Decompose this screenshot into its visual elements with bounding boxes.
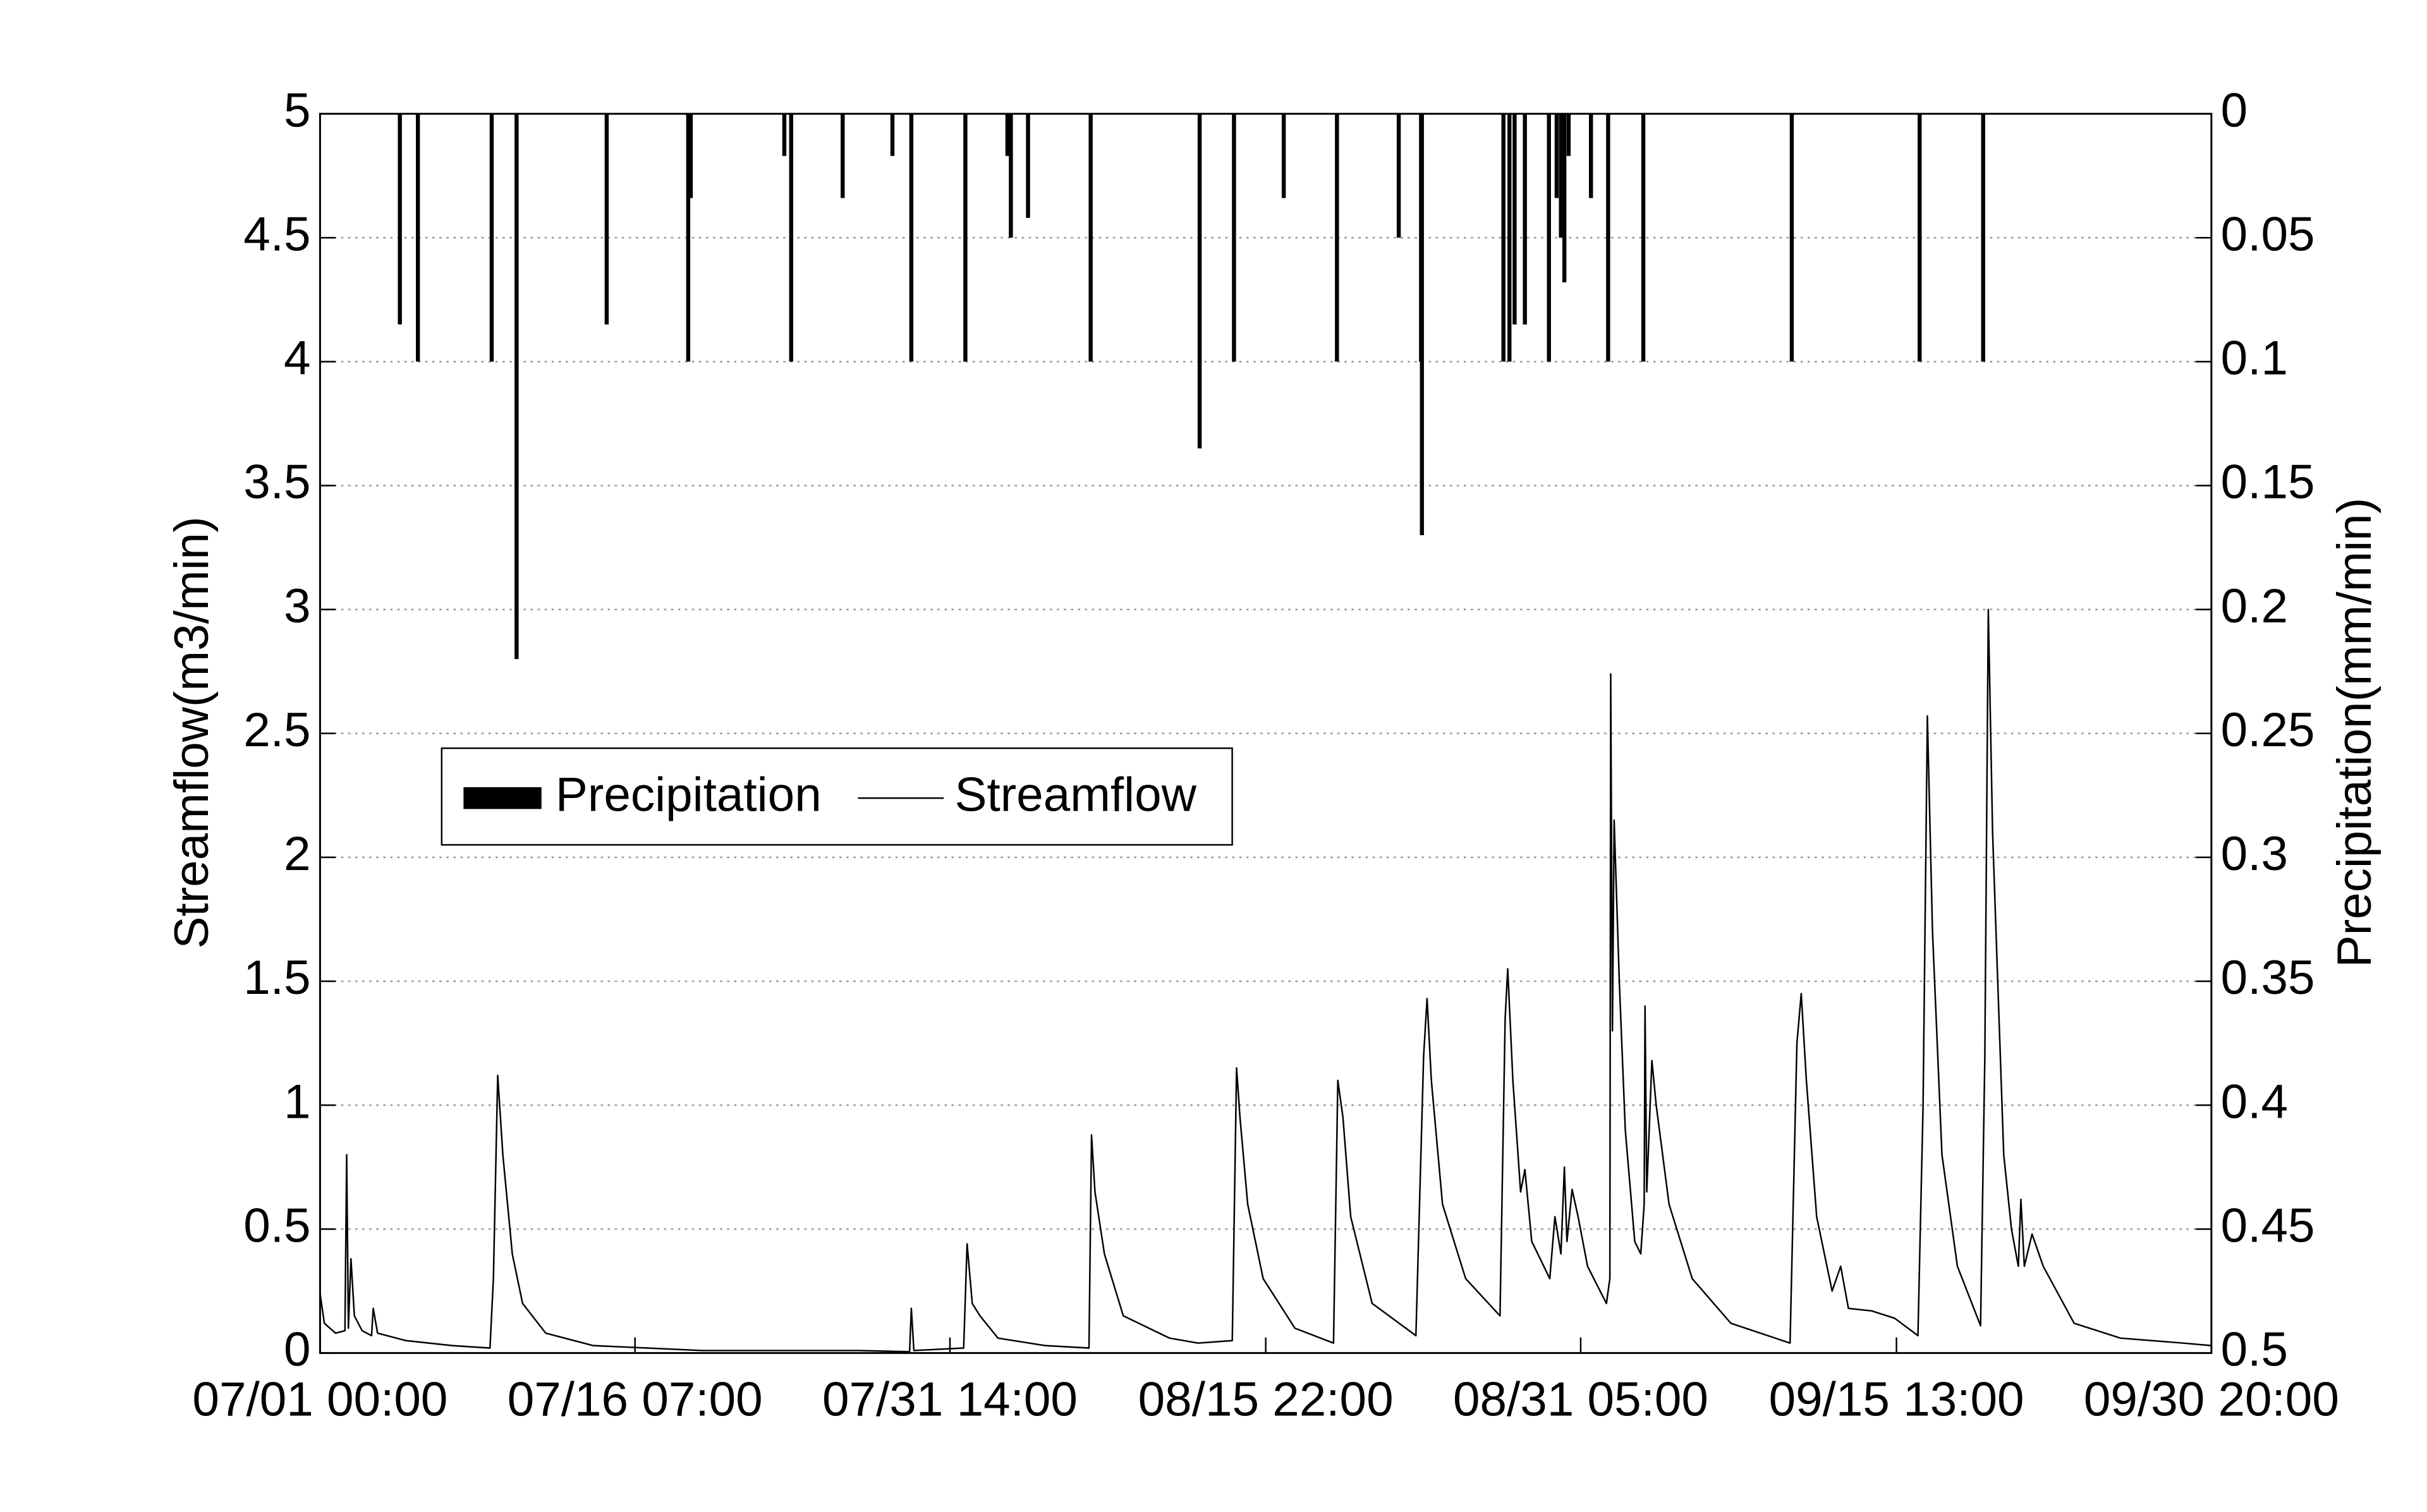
y2-tick-label: 0.3 xyxy=(2221,827,2288,881)
precipitation-bar xyxy=(841,114,845,198)
precipitation-bar xyxy=(1501,114,1505,362)
precipitation-bar xyxy=(1512,114,1517,325)
precipitation-bar xyxy=(398,114,402,325)
y2-tick-label: 0.35 xyxy=(2221,951,2315,1005)
precipitation-bar xyxy=(963,114,968,362)
x-tick-label: 08/31 05:00 xyxy=(1453,1373,1708,1427)
precipitation-bar xyxy=(1281,114,1286,198)
precipitation-bar xyxy=(1562,114,1567,282)
y2-tick-label: 0 xyxy=(2221,83,2248,137)
precipitation-bar xyxy=(782,114,787,156)
precipitation-bar xyxy=(1232,114,1236,362)
precipitation-bar xyxy=(789,114,794,362)
streamflow-line xyxy=(319,608,2211,1353)
y2-tick-label: 0.1 xyxy=(2221,332,2288,385)
precipitation-bar xyxy=(1009,114,1013,238)
precipitation-bar xyxy=(1554,114,1559,198)
x-tick-label: 07/01 00:00 xyxy=(192,1373,447,1427)
precipitation-bar xyxy=(1789,114,1794,362)
y-tick-label: 3 xyxy=(284,579,311,633)
precipitation-bar xyxy=(604,114,609,325)
precipitation-bar xyxy=(1589,114,1593,198)
plot-frame xyxy=(319,112,2213,1354)
y-tick-label: 5 xyxy=(284,83,311,137)
precipitation-bar xyxy=(1641,114,1646,362)
legend-label: Streamflow xyxy=(954,768,1196,821)
y-tick-label: 2.5 xyxy=(243,703,310,757)
precipitation-bar xyxy=(1918,114,1922,362)
y-axis-title: Streamflow(m3/min) xyxy=(165,516,219,948)
precipitation-bar xyxy=(1026,114,1030,218)
y-tick-label: 2 xyxy=(284,827,311,881)
precipitation-bar xyxy=(1981,114,1985,362)
y2-tick-label: 0.25 xyxy=(2221,703,2315,757)
y-tick-label: 3.5 xyxy=(243,456,310,509)
precipitation-bar xyxy=(1606,114,1610,362)
y2-tick-label: 0.05 xyxy=(2221,207,2315,261)
precipitation-bar xyxy=(415,114,420,362)
legend-swatch xyxy=(463,787,542,809)
precipitation-bar xyxy=(688,114,693,198)
precipitation-bar xyxy=(686,114,691,362)
y2-tick-label: 0.5 xyxy=(2221,1323,2288,1377)
precipitation-bar xyxy=(1507,114,1512,362)
y2-tick-label: 0.45 xyxy=(2221,1199,2315,1252)
y2-tick-label: 0.15 xyxy=(2221,456,2315,509)
x-tick-label: 09/30 20:00 xyxy=(2084,1373,2339,1427)
legend-label: Precipitation xyxy=(556,768,822,821)
precipitation-bar xyxy=(1523,114,1527,325)
precipitation-bar xyxy=(1420,114,1424,535)
y-tick-label: 1 xyxy=(284,1075,311,1128)
precipitation-bar xyxy=(1547,114,1551,362)
y-tick-label: 4 xyxy=(284,332,311,385)
precipitation-bar xyxy=(1335,114,1339,362)
precipitation-bar xyxy=(1559,114,1563,238)
x-tick-label: 07/16 07:00 xyxy=(508,1373,763,1427)
precipitation-bar xyxy=(1088,114,1093,362)
precipitation-bar xyxy=(1566,114,1571,156)
y-tick-label: 4.5 xyxy=(243,207,310,261)
legend-box xyxy=(441,747,1233,846)
precipitation-bar xyxy=(489,114,494,362)
precipitation-bar xyxy=(1197,114,1202,449)
x-tick-label: 08/15 22:00 xyxy=(1138,1373,1394,1427)
precipitation-bar xyxy=(1396,114,1401,238)
y-tick-label: 0.5 xyxy=(243,1199,310,1252)
y-tick-label: 0 xyxy=(284,1323,311,1377)
x-tick-label: 09/15 13:00 xyxy=(1769,1373,2024,1427)
precipitation-bar xyxy=(909,114,914,362)
y2-tick-label: 0.2 xyxy=(2221,579,2288,633)
y2-tick-label: 0.4 xyxy=(2221,1075,2288,1128)
y-tick-label: 1.5 xyxy=(243,951,310,1005)
precipitation-bar xyxy=(1005,114,1010,156)
x-tick-label: 07/31 14:00 xyxy=(822,1373,1078,1427)
y2-axis-title: Precipitation(mm/min) xyxy=(2328,498,2381,968)
precipitation-bar xyxy=(890,114,895,156)
precipitation-bar xyxy=(514,114,519,660)
